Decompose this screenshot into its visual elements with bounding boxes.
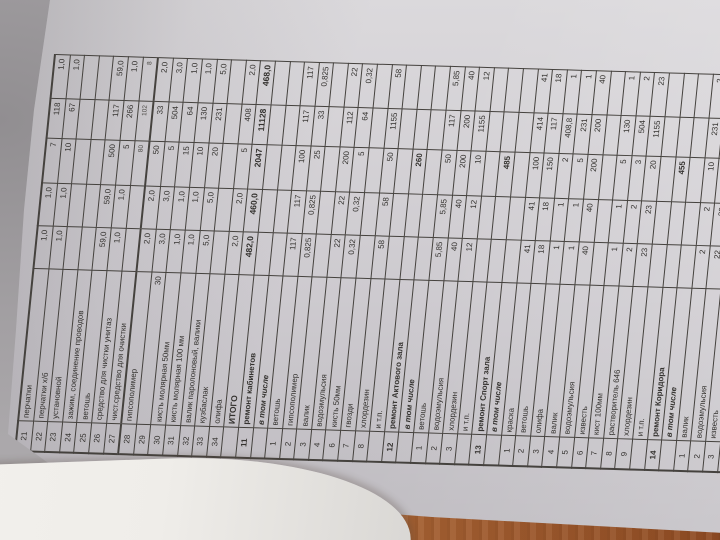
inventory-table: 21 перчатки 1,0 1,0 7 118 1,0 22 перчатки х/б 1,0… bbox=[14, 54, 720, 475]
inventory-table-body: 21 перчатки 1,0 1,0 7 118 1,0 22 перчатки х/б 1,0… bbox=[15, 55, 720, 473]
document-rotated-wrapper: 21 перчатки 1,0 1,0 7 118 1,0 22 перчатки х/б 1,0… bbox=[14, 54, 720, 475]
